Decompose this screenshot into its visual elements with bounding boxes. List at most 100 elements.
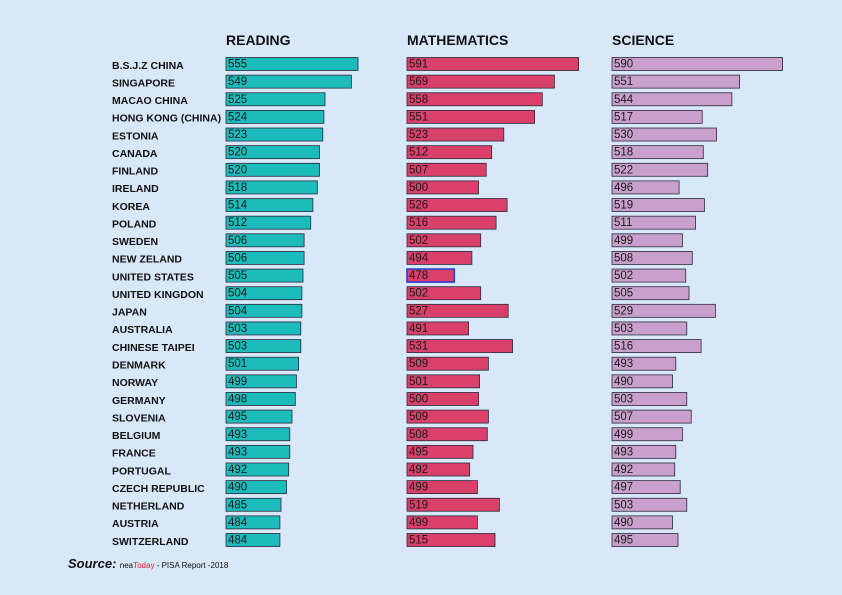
bar-reading-hong-kong-china [225,109,325,124]
category-label-finland: FINLAND [112,166,158,178]
value-label-science-denmark: 493 [614,358,633,370]
value-label-science-estonia: 530 [614,129,633,141]
bar-mathematics-hong-kong-china [406,109,535,124]
series-header-mathematics: MATHEMATICS [407,32,508,48]
value-label-reading-b-s-j-z-china: 555 [228,59,247,71]
bar-science-chinese-taipei [611,339,702,353]
value-label-science-united-states: 502 [614,270,633,282]
value-label-mathematics-czech-republic: 499 [409,482,428,494]
bar-reading-switzerland [225,533,281,547]
bar-mathematics-b-s-j-z-china [406,57,580,71]
bar-mathematics-ireland [406,180,479,195]
category-label-japan: JAPAN [112,307,147,319]
bar-reading-ireland [225,180,318,195]
bar-reading-austria [225,515,281,530]
bar-science-macao-china [611,92,733,107]
value-label-mathematics-sweden: 502 [409,235,428,247]
bar-mathematics-canada [406,145,493,160]
value-label-reading-netherland: 485 [228,499,247,511]
category-label-czech-republic: CZECH REPUBLIC [112,483,205,495]
bar-science-poland [611,215,696,230]
value-label-mathematics-france: 495 [409,446,428,458]
bar-science-finland [611,162,709,177]
bar-mathematics-switzerland [406,533,496,547]
category-label-united-kingdon: UNITED KINGDON [112,289,204,301]
value-label-mathematics-australia: 491 [409,323,428,335]
value-label-science-b-s-j-z-china: 590 [614,59,633,71]
value-label-reading-japan: 504 [228,305,248,317]
value-label-science-korea: 519 [614,200,633,212]
bar-reading-united-states [225,268,304,283]
category-label-united-states: UNITED STATES [112,271,194,283]
bar-mathematics-slovenia [406,409,489,424]
bar-mathematics-germany [406,392,479,406]
bar-science-united-states [611,268,687,283]
bar-science-japan [611,303,716,318]
value-label-mathematics-norway: 501 [409,376,428,388]
value-label-mathematics-switzerland: 515 [409,535,428,547]
category-label-switzerland: SWITZERLAND [112,536,189,548]
value-label-science-ireland: 496 [614,182,633,194]
category-label-netherland: NETHERLAND [112,501,185,513]
bar-science-estonia [611,127,717,142]
value-label-science-switzerland: 495 [614,535,633,547]
value-label-mathematics-estonia: 523 [409,129,428,141]
bar-science-norway [611,374,673,389]
bar-mathematics-czech-republic [406,480,478,495]
bar-science-czech-republic [611,480,681,495]
value-label-science-new-zeland: 508 [614,252,633,264]
value-label-reading-germany: 498 [228,394,247,406]
source-text: - PISA Report -2018 [154,561,229,570]
category-label-estonia: ESTONIA [112,130,159,142]
category-label-new-zeland: NEW ZELAND [112,254,182,266]
category-label-sweden: SWEDEN [112,236,158,248]
value-label-mathematics-macao-china: 558 [409,94,428,106]
bar-mathematics-norway [406,374,480,389]
bar-reading-poland [225,215,312,230]
value-label-reading-czech-republic: 490 [228,482,247,494]
bar-mathematics-netherland [406,497,500,512]
bar-science-portugal [611,462,676,477]
category-label-chinese-taipei: CHINESE TAIPEI [112,342,195,354]
category-label-belgium: BELGIUM [112,430,161,442]
value-label-science-macao-china: 544 [614,94,634,106]
bar-reading-japan [225,303,303,318]
category-label-macao-china: MACAO CHINA [112,95,188,107]
source-note: Source: neaToday - PISA Report -2018 [68,556,228,571]
bar-mathematics-singapore [406,74,555,89]
value-label-mathematics-united-states: 478 [409,270,428,282]
bar-reading-estonia [225,127,324,142]
category-label-slovenia: SLOVENIA [112,412,166,424]
value-label-science-netherland: 503 [614,499,633,511]
value-label-reading-korea: 514 [228,200,248,212]
bar-mathematics-denmark [406,356,489,371]
bar-reading-canada [225,145,320,160]
category-label-norway: NORWAY [112,377,158,389]
bar-science-ireland [611,180,680,195]
bar-reading-czech-republic [225,480,287,495]
source-publisher-a: nea [119,561,134,570]
value-label-science-slovenia: 507 [614,411,633,423]
bar-reading-singapore [225,74,352,89]
value-label-reading-austria: 484 [228,517,248,529]
source-label: Source: [68,556,117,571]
bar-mathematics-portugal [406,462,471,477]
value-label-science-sweden: 499 [614,235,633,247]
bar-mathematics-poland [406,215,497,230]
value-label-reading-estonia: 523 [228,129,247,141]
value-label-science-poland: 511 [614,217,632,229]
bar-reading-chinese-taipei [225,339,302,353]
value-label-reading-norway: 499 [228,376,247,388]
value-label-mathematics-belgium: 508 [409,429,428,441]
bar-mathematics-finland [406,162,487,177]
bar-science-sweden [611,233,683,248]
category-label-germany: GERMANY [112,395,166,407]
value-label-science-united-kingdon: 505 [614,288,633,300]
value-label-reading-slovenia: 495 [228,411,247,423]
value-label-mathematics-new-zeland: 494 [409,252,429,264]
bar-science-hong-kong-china [611,109,703,124]
value-label-reading-switzerland: 484 [228,535,248,547]
bar-science-netherland [611,497,688,512]
bar-mathematics-new-zeland [406,251,473,265]
bar-science-singapore [611,74,740,89]
